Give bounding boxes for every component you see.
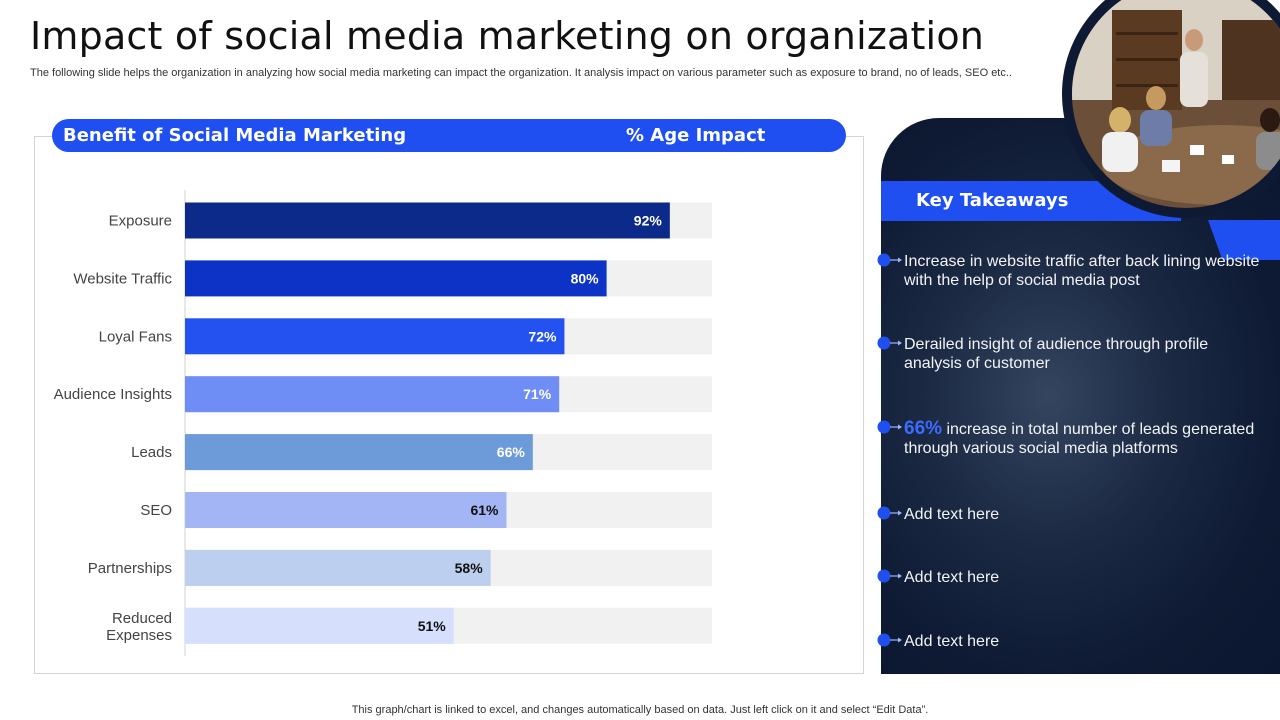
category-label: Leads bbox=[131, 444, 172, 461]
category-label: SEO bbox=[140, 502, 172, 519]
page-title: Impact of social media marketing on orga… bbox=[30, 14, 985, 58]
bar-chart: 92% Exposure 80% Website Traffic 72% Loyal Fa… bbox=[54, 190, 712, 656]
page-subtitle: The following slide helps the organizati… bbox=[30, 67, 1012, 79]
bar-partnerships bbox=[185, 549, 491, 586]
bar-value-label: 92% bbox=[634, 213, 663, 229]
takeaway-body: Add text here bbox=[904, 506, 1000, 523]
takeaway-text: Derailed insight of audience through pro… bbox=[904, 335, 1264, 373]
takeaway-text: Add text here bbox=[904, 632, 1264, 651]
bar-value-label: 51% bbox=[418, 618, 447, 634]
takeaway-text: Increase in website traffic after back l… bbox=[904, 252, 1264, 290]
meeting-photo bbox=[1072, 0, 1280, 208]
bar-value-label: 72% bbox=[528, 328, 557, 344]
category-label: Exposure bbox=[109, 213, 172, 230]
table-header-bar: Benefit of Social Media Marketing % Age … bbox=[52, 119, 846, 152]
takeaway-body: Increase in website traffic after back l… bbox=[904, 253, 1260, 289]
bar-exposure bbox=[185, 202, 670, 239]
category-label: Website Traffic bbox=[73, 270, 172, 287]
bar-leads bbox=[185, 434, 533, 471]
category-label: Loyal Fans bbox=[99, 328, 172, 345]
bar-audience-insights bbox=[185, 376, 560, 413]
bullet-dot-icon bbox=[877, 420, 902, 434]
takeaway-highlight: 66% bbox=[904, 418, 943, 439]
column-header-benefit: Benefit of Social Media Marketing bbox=[63, 125, 407, 146]
takeaway-text: Add text here bbox=[904, 505, 1264, 524]
bar-loyal-fans bbox=[185, 318, 565, 355]
bar-value-label: 80% bbox=[571, 270, 600, 286]
takeaway-body: Add text here bbox=[904, 633, 1000, 650]
takeaway-text: 66% increase in total number of leads ge… bbox=[904, 419, 1264, 458]
bullet-dot-icon bbox=[877, 253, 902, 267]
chart-container: 92% Exposure 80% Website Traffic 72% Loyal Fa… bbox=[34, 136, 864, 674]
bar-value-label: 61% bbox=[470, 502, 499, 518]
takeaways-heading: Key Takeaways bbox=[916, 190, 1069, 211]
bullet-dot-icon bbox=[877, 506, 902, 520]
bullet-dot-icon bbox=[877, 569, 902, 583]
takeaway-body: Derailed insight of audience through pro… bbox=[904, 336, 1209, 372]
category-label: Reduced Expenses bbox=[106, 610, 172, 644]
category-label: Audience Insights bbox=[54, 386, 172, 403]
bullet-dot-icon bbox=[877, 336, 902, 350]
bar-website-traffic bbox=[185, 260, 607, 297]
category-label: Partnerships bbox=[88, 560, 172, 577]
column-header-impact: % Age Impact bbox=[626, 125, 766, 146]
bar-value-label: 58% bbox=[455, 560, 484, 576]
takeaway-body: Add text here bbox=[904, 569, 1000, 586]
bar-reduced-expenses bbox=[185, 607, 454, 644]
bullet-dot-icon bbox=[877, 633, 902, 647]
bar-seo bbox=[185, 492, 507, 528]
bar-value-label: 66% bbox=[497, 444, 526, 460]
footer-note: This graph/chart is linked to excel, and… bbox=[351, 704, 929, 716]
takeaway-text: Add text here bbox=[904, 568, 1264, 587]
meeting-photo-frame bbox=[1062, 0, 1280, 218]
accent-shape bbox=[1208, 220, 1280, 260]
takeaway-body: increase in total number of leads genera… bbox=[904, 421, 1255, 457]
bar-value-label: 71% bbox=[523, 386, 552, 402]
